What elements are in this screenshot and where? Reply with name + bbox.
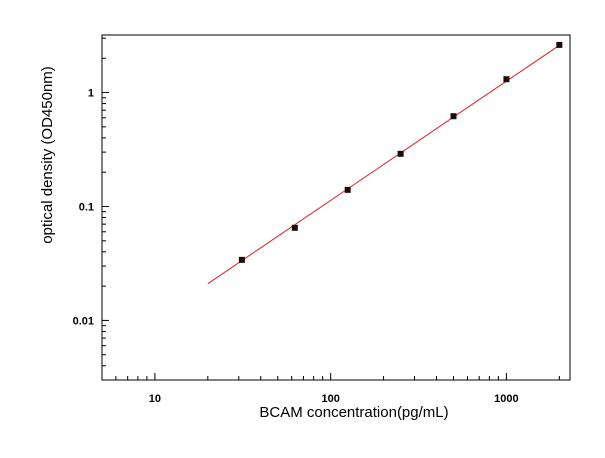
data-point [238, 256, 245, 263]
data-point [344, 186, 351, 193]
y-tick-label: 0.1 [79, 201, 94, 213]
y-tick-label: 0.01 [73, 315, 94, 327]
x-tick-label: 1000 [494, 393, 518, 405]
fit-line [207, 44, 560, 285]
y-axis-label: optical density (OD450nm) [39, 66, 56, 244]
data-point [397, 150, 404, 157]
fit-line-group [207, 44, 560, 285]
x-axis-ticks: 10 100 1000 [101, 373, 560, 405]
x-tick-label: 10 [149, 393, 161, 405]
data-points [238, 41, 563, 263]
data-point [450, 113, 457, 120]
data-point [556, 41, 563, 48]
x-tick-label: 100 [321, 393, 339, 405]
x-axis-label: BCAM concentration(pg/mL) [259, 404, 448, 421]
y-axis-ticks: 0.01 0.1 1 [73, 37, 109, 381]
data-point [291, 224, 298, 231]
y-tick-label: 1 [88, 88, 94, 100]
data-point [503, 76, 510, 83]
plot-frame [101, 34, 571, 381]
